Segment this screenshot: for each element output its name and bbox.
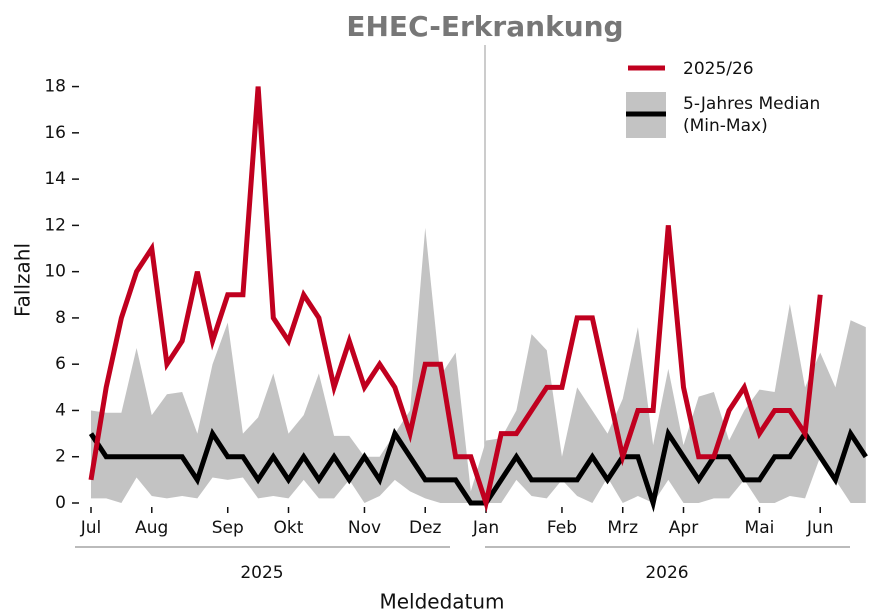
y-tick-label: 8 [55, 308, 66, 328]
series-line [88, 427, 868, 513]
year-label: 2026 [645, 563, 688, 583]
x-tick-label: Feb [547, 518, 577, 538]
y-tick-label: 10 [44, 262, 66, 282]
y-tick-label: 4 [55, 400, 66, 420]
y-tick-label: 2 [55, 447, 66, 467]
legend-label: 2025/26 [683, 59, 754, 79]
chart-title: EHEC-Erkrankung [346, 10, 623, 43]
x-tick-label: Sep [212, 518, 244, 538]
y-tick-label: 14 [44, 169, 66, 189]
y-tick-label: 6 [55, 354, 66, 374]
x-tick-label: Mrz [607, 518, 638, 538]
x-tick-label: Jul [80, 518, 102, 538]
y-tick-label: 18 [44, 77, 66, 97]
legend-label: (Min-Max) [683, 116, 768, 136]
min-max-band [91, 227, 866, 503]
legend-label: 5-Jahres Median [683, 94, 820, 114]
x-tick-label: Okt [274, 518, 304, 538]
x-tick-label: Aug [135, 518, 168, 538]
x-tick-label: Jun [806, 518, 834, 538]
y-tick-label: 12 [44, 215, 66, 235]
y-axis-label: Fallzahl [11, 243, 35, 317]
x-tick-label: Nov [348, 518, 381, 538]
series-line [88, 86, 823, 513]
x-tick-label: Dez [409, 518, 442, 538]
x-axis-label: Meldedatum [379, 590, 504, 614]
x-tick-label: Jan [472, 518, 499, 538]
y-tick-label: 16 [44, 123, 66, 143]
x-tick-label: Mai [745, 518, 775, 538]
year-label: 2025 [240, 563, 283, 583]
y-tick-label: 0 [55, 493, 66, 513]
x-tick-label: Apr [669, 518, 698, 538]
